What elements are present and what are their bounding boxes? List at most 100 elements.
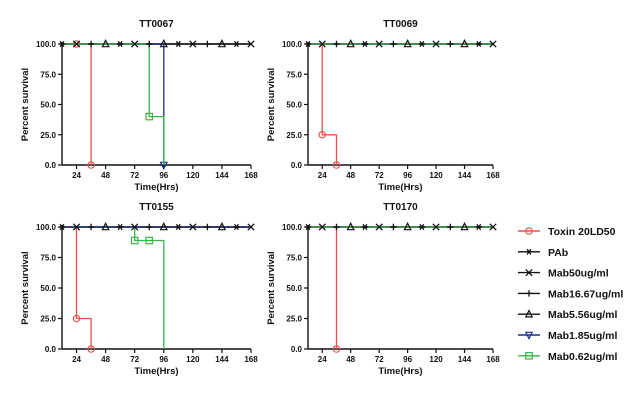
y-tick-label: 75.0 — [40, 254, 56, 263]
legend-item: PAb — [518, 247, 568, 259]
data-point — [204, 40, 211, 48]
x-tick-label: 48 — [346, 355, 355, 364]
y-tick-label: 0.0 — [291, 345, 303, 354]
series-toxin-20ld50 — [308, 43, 341, 169]
data-point — [146, 40, 153, 48]
legend-item: Mab1.85ug/ml — [518, 330, 618, 342]
legend-item: Mab16.67ug/ml — [518, 288, 623, 300]
series-mab0-62ug-ml — [62, 226, 165, 349]
data-point — [460, 38, 469, 48]
series-line — [308, 43, 338, 165]
data-point — [131, 223, 139, 231]
y-tick-label: 100.0 — [282, 223, 303, 232]
data-point — [318, 130, 327, 139]
y-tick-label: 0.0 — [45, 345, 57, 354]
series-mab1-85ug-ml — [62, 43, 168, 171]
data-point — [390, 223, 397, 231]
data-point — [333, 223, 340, 231]
triangle-up-icon — [524, 309, 534, 318]
x-tick-label: 24 — [318, 171, 327, 180]
data-point — [217, 221, 227, 231]
y-tick-label: 25.0 — [286, 131, 302, 140]
y-tick-label: 0.0 — [45, 161, 57, 170]
series-line — [62, 226, 165, 349]
chart-title: TT0170 — [383, 202, 418, 213]
legend-label: Mab16.67ug/ml — [548, 288, 623, 300]
x-tick-label: 168 — [486, 355, 500, 364]
data-point — [189, 223, 197, 231]
x-axis-label: Time(Hrs) — [134, 366, 178, 377]
series-line — [62, 43, 165, 165]
x-tick-label: 96 — [403, 355, 412, 364]
x-tick-label: 72 — [130, 171, 139, 180]
data-point — [159, 221, 168, 231]
legend-item: Mab5.56ug/ml — [518, 309, 618, 321]
y-tick-label: 25.0 — [286, 315, 302, 324]
data-point — [346, 38, 355, 48]
legend-label: PAb — [548, 247, 568, 259]
data-point — [72, 314, 81, 323]
data-point — [418, 40, 426, 48]
series-line — [62, 43, 165, 165]
x-tick-label: 48 — [346, 171, 355, 180]
y-axis-label: Percent survival — [266, 251, 277, 324]
data-point — [447, 40, 454, 48]
x-tick-label: 48 — [101, 355, 110, 364]
circle-icon — [525, 227, 533, 235]
data-point — [204, 223, 211, 231]
data-point — [375, 40, 383, 48]
chart-panel-tt0069: TT0069 0.0 25.0 50.0 75.0 100.0 24 48 72 96 120 144… — [266, 19, 500, 193]
x-cross-icon — [525, 268, 533, 277]
x-tick-label: 24 — [72, 171, 81, 180]
x-tick-label: 120 — [186, 355, 200, 364]
x-tick-label: 24 — [72, 355, 81, 364]
data-point — [346, 221, 355, 231]
data-point — [432, 40, 440, 48]
plus-icon — [525, 290, 533, 297]
data-point — [87, 345, 95, 353]
data-point — [233, 40, 240, 48]
data-point — [475, 40, 482, 48]
data-point — [101, 221, 110, 231]
x-tick-label: 144 — [458, 171, 472, 180]
data-point — [332, 345, 341, 353]
x-tick-label: 120 — [186, 171, 200, 180]
x-tick-label: 168 — [244, 355, 258, 364]
data-point — [489, 223, 497, 231]
chart-panel-tt0170: TT0170 0.0 25.0 50.0 75.0 100.0 24 48 72 96 120 144… — [266, 202, 500, 377]
data-point — [130, 236, 139, 245]
data-point — [146, 223, 153, 231]
data-point — [87, 223, 95, 231]
x-tick-label: 24 — [318, 355, 327, 364]
x-tick-label: 120 — [429, 171, 443, 180]
x-axis-label: Time(Hrs) — [378, 366, 422, 377]
y-axis-label: Percent survival — [20, 68, 31, 141]
series-mab0-62ug-ml — [62, 43, 165, 165]
legend: Toxin 20LD50 PAb Mab50ug/ml Mab16.67ug/ml Ma… — [518, 226, 623, 363]
data-point — [304, 40, 312, 48]
y-tick-label: 100.0 — [36, 223, 57, 232]
data-point — [247, 223, 255, 231]
x-tick-label: 168 — [244, 171, 258, 180]
data-point — [116, 40, 124, 48]
y-tick-label: 100.0 — [36, 40, 57, 49]
data-point — [72, 223, 81, 231]
data-point — [189, 40, 197, 48]
legend-label: Toxin 20LD50 — [548, 226, 616, 238]
y-tick-label: 75.0 — [286, 70, 302, 79]
data-point — [375, 223, 383, 231]
data-point — [403, 38, 412, 48]
data-point — [418, 223, 426, 231]
asterisk-icon — [525, 248, 533, 255]
data-point — [332, 161, 341, 169]
y-tick-label: 50.0 — [286, 284, 302, 293]
x-tick-label: 168 — [486, 171, 500, 180]
series-toxin-20ld50 — [308, 226, 341, 353]
data-point — [475, 223, 482, 231]
chart-panel-tt0067: TT0067 0.0 25.0 50.0 75.0 100.0 24 48 72 96 120 144… — [20, 19, 258, 193]
legend-label: Mab50ug/ml — [548, 268, 609, 280]
data-point — [145, 236, 154, 245]
chart-title: TT0069 — [383, 19, 418, 30]
data-point — [318, 40, 326, 48]
x-tick-label: 96 — [159, 171, 168, 180]
